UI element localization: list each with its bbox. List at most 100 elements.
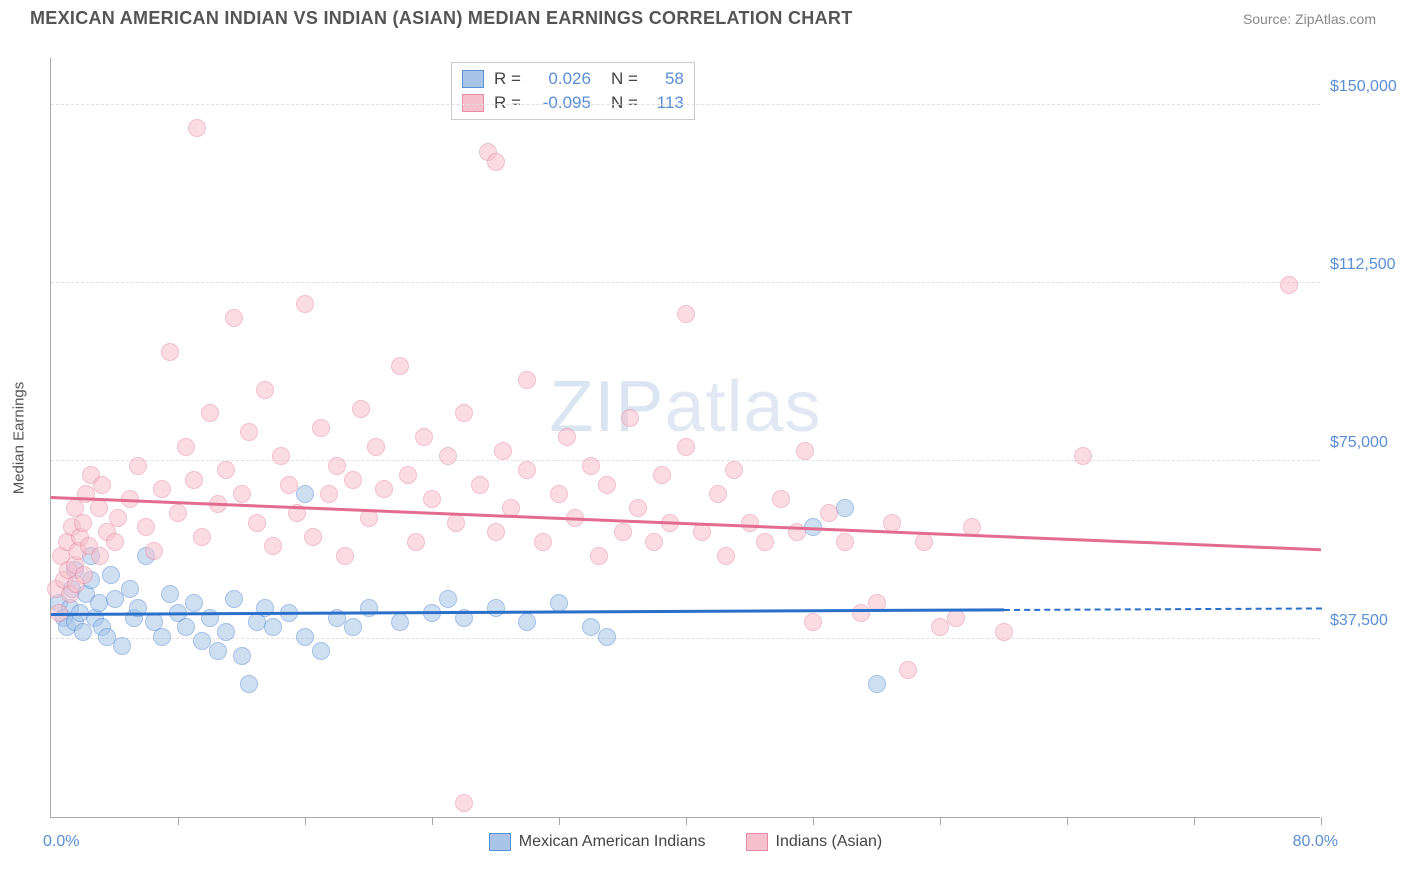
data-point <box>772 490 790 508</box>
data-point <box>645 533 663 551</box>
data-point <box>264 537 282 555</box>
data-point <box>312 419 330 437</box>
data-point <box>487 599 505 617</box>
data-point <box>344 618 362 636</box>
data-point <box>693 523 711 541</box>
data-point <box>487 153 505 171</box>
data-point <box>931 618 949 636</box>
legend-swatch <box>489 833 511 851</box>
legend: Mexican American Indians Indians (Asian) <box>51 833 1320 851</box>
data-point <box>407 533 425 551</box>
data-point <box>217 623 235 641</box>
data-point <box>677 438 695 456</box>
data-point <box>272 447 290 465</box>
x-axis-start: 0.0% <box>43 833 79 851</box>
data-point <box>106 533 124 551</box>
x-tick <box>813 817 814 825</box>
data-point <box>391 613 409 631</box>
data-point <box>518 461 536 479</box>
data-point <box>193 528 211 546</box>
data-point <box>717 547 735 565</box>
x-tick <box>686 817 687 825</box>
data-point <box>1074 447 1092 465</box>
data-point <box>75 566 93 584</box>
data-point <box>145 542 163 560</box>
gridline <box>51 282 1320 283</box>
data-point <box>109 509 127 527</box>
data-point <box>296 628 314 646</box>
data-point <box>590 547 608 565</box>
r-value: 0.026 <box>531 69 591 89</box>
r-label: R = <box>494 69 521 89</box>
data-point <box>153 480 171 498</box>
data-point <box>756 533 774 551</box>
chart-title: MEXICAN AMERICAN INDIAN VS INDIAN (ASIAN… <box>30 8 853 29</box>
data-point <box>360 599 378 617</box>
data-point <box>296 485 314 503</box>
data-point <box>439 447 457 465</box>
data-point <box>852 604 870 622</box>
data-point <box>344 471 362 489</box>
y-axis-label: Median Earnings <box>11 381 28 494</box>
data-point <box>899 661 917 679</box>
data-point <box>518 613 536 631</box>
data-point <box>320 485 338 503</box>
data-point <box>582 457 600 475</box>
data-point <box>188 119 206 137</box>
data-point <box>233 485 251 503</box>
legend-item: Mexican American Indians <box>489 833 706 851</box>
data-point <box>439 590 457 608</box>
x-tick <box>178 817 179 825</box>
data-point <box>709 485 727 503</box>
data-point <box>74 514 92 532</box>
data-point <box>375 480 393 498</box>
data-point <box>796 442 814 460</box>
data-point <box>93 476 111 494</box>
data-point <box>256 381 274 399</box>
data-point <box>296 295 314 313</box>
correlation-stats-box: R =0.026N =58R =-0.095N =113 <box>451 62 695 120</box>
y-tick-label: $150,000 <box>1330 78 1406 96</box>
x-tick <box>1067 817 1068 825</box>
data-point <box>915 533 933 551</box>
y-tick-label: $37,500 <box>1330 612 1406 630</box>
data-point <box>883 514 901 532</box>
data-point <box>836 533 854 551</box>
data-point <box>804 613 822 631</box>
data-point <box>614 523 632 541</box>
gridline <box>51 638 1320 639</box>
data-point <box>102 566 120 584</box>
data-point <box>240 675 258 693</box>
data-point <box>91 547 109 565</box>
data-point <box>741 514 759 532</box>
y-tick-label: $75,000 <box>1330 434 1406 452</box>
data-point <box>947 609 965 627</box>
data-point <box>161 343 179 361</box>
data-point <box>391 357 409 375</box>
scatter-chart: Median Earnings ZIPatlas R =0.026N =58R … <box>50 58 1320 818</box>
data-point <box>304 528 322 546</box>
data-point <box>494 442 512 460</box>
legend-item: Indians (Asian) <box>746 833 883 851</box>
data-point <box>455 794 473 812</box>
gridline <box>51 460 1320 461</box>
data-point <box>598 628 616 646</box>
data-point <box>629 499 647 517</box>
data-point <box>415 428 433 446</box>
n-label: N = <box>611 69 638 89</box>
data-point <box>518 371 536 389</box>
data-point <box>169 504 187 522</box>
data-point <box>177 438 195 456</box>
legend-label: Indians (Asian) <box>776 833 883 851</box>
trend-line-dashed <box>1003 607 1321 611</box>
data-point <box>209 642 227 660</box>
data-point <box>264 618 282 636</box>
x-tick <box>940 817 941 825</box>
data-point <box>1280 276 1298 294</box>
legend-swatch <box>746 833 768 851</box>
data-point <box>598 476 616 494</box>
data-point <box>137 518 155 536</box>
data-point <box>240 423 258 441</box>
x-tick <box>305 817 306 825</box>
data-point <box>312 642 330 660</box>
